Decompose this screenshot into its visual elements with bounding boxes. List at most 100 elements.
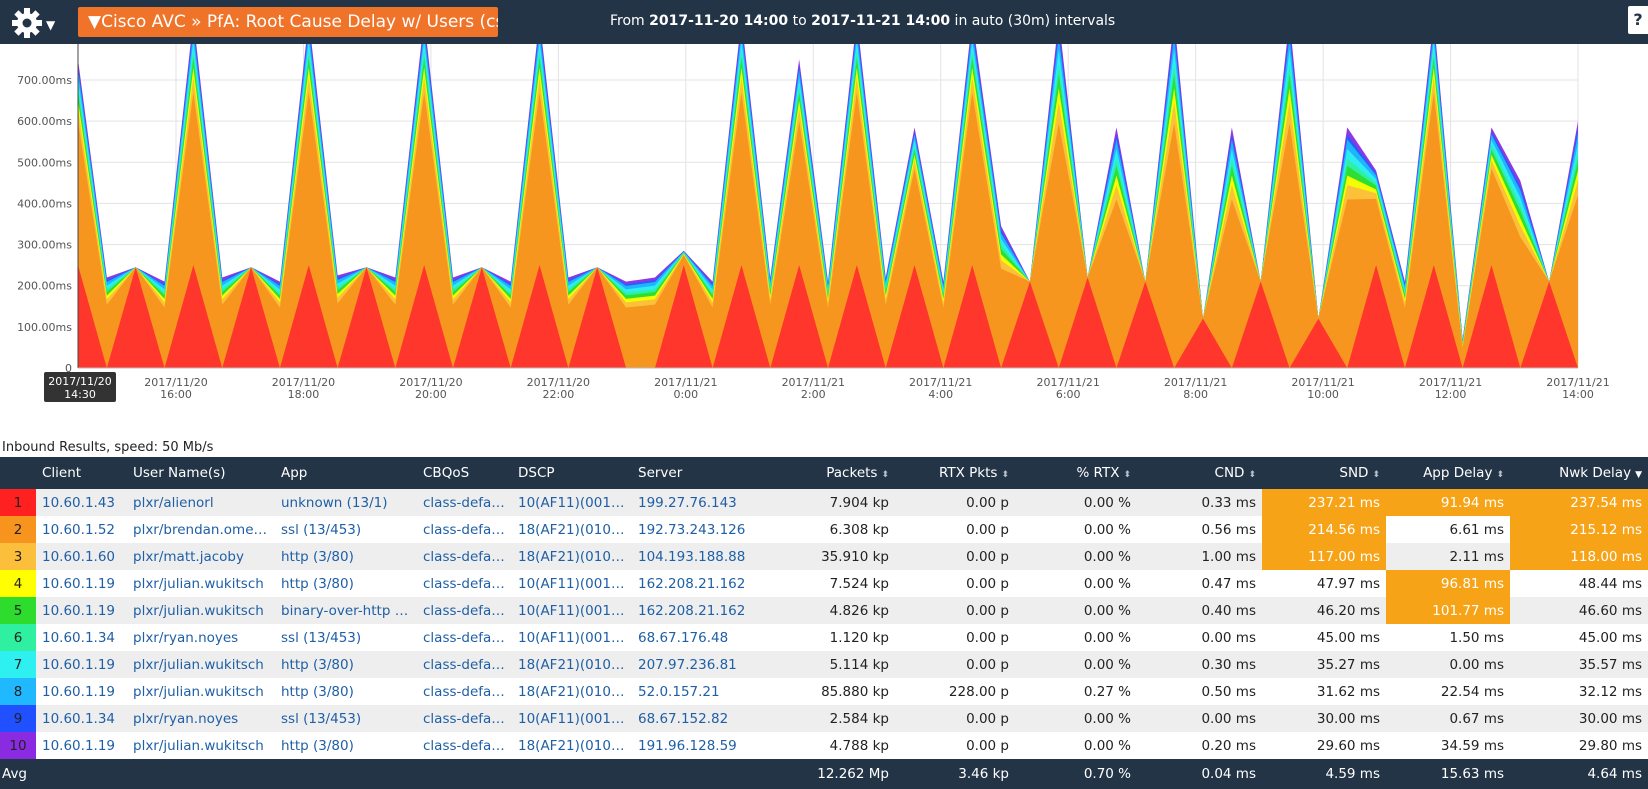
table-row[interactable]: 6 10.60.1.34 plxr/ryan.noyes ssl (13/453) cl… xyxy=(0,624,1648,651)
cell-user[interactable]: plxr/julian.wukitsch xyxy=(127,678,275,705)
cell-user[interactable]: plxr/julian.wukitsch xyxy=(127,597,275,624)
cell-dscp[interactable]: 18(AF21)(01001... xyxy=(512,678,632,705)
cell-user[interactable]: plxr/julian.wukitsch xyxy=(127,732,275,759)
cell-cbqos[interactable]: class-default xyxy=(417,705,512,732)
sort-icon[interactable]: ⬍ xyxy=(881,470,889,480)
cell-client[interactable]: 10.60.1.43 xyxy=(36,489,127,516)
cell-cbqos[interactable]: class-default xyxy=(417,651,512,678)
cell-app[interactable]: binary-over-http (1... xyxy=(275,597,417,624)
cell-client[interactable]: 10.60.1.19 xyxy=(36,678,127,705)
column-header-cbqos[interactable]: CBQoS xyxy=(417,457,512,489)
cell-dscp[interactable]: 10(AF11)(00101... xyxy=(512,705,632,732)
cell-user[interactable]: plxr/julian.wukitsch xyxy=(127,570,275,597)
sort-icon[interactable]: ⬍ xyxy=(1248,470,1256,480)
table-row[interactable]: 10 10.60.1.19 plxr/julian.wukitsch http (3/… xyxy=(0,732,1648,759)
avg-packets: 12.262 Mp xyxy=(782,759,895,789)
cell-server[interactable]: 68.67.152.82 xyxy=(632,705,782,732)
cell-client[interactable]: 10.60.1.34 xyxy=(36,624,127,651)
sort-icon[interactable]: ▼ xyxy=(1635,470,1642,480)
table-row[interactable]: 1 10.60.1.43 plxr/alienorl unknown (13/1) cl… xyxy=(0,489,1648,516)
table-row[interactable]: 8 10.60.1.19 plxr/julian.wukitsch http (3/8… xyxy=(0,678,1648,705)
cell-dscp[interactable]: 10(AF11)(00101... xyxy=(512,489,632,516)
column-header-nwkd[interactable]: Nwk Delay ▼ xyxy=(1510,457,1648,489)
table-row[interactable]: 5 10.60.1.19 plxr/julian.wukitsch binary-ov… xyxy=(0,597,1648,624)
table-row[interactable]: 4 10.60.1.19 plxr/julian.wukitsch http (3/8… xyxy=(0,570,1648,597)
cell-app[interactable]: ssl (13/453) xyxy=(275,624,417,651)
column-header-client[interactable]: Client xyxy=(36,457,127,489)
cell-app[interactable]: unknown (13/1) xyxy=(275,489,417,516)
cell-dscp[interactable]: 18(AF21)(01001... xyxy=(512,516,632,543)
cell-snd: 45.00 ms xyxy=(1262,624,1386,651)
column-header-snd[interactable]: SND ⬍ xyxy=(1262,457,1386,489)
cell-app[interactable]: http (3/80) xyxy=(275,570,417,597)
cell-cbqos[interactable]: class-default xyxy=(417,678,512,705)
cell-server[interactable]: 52.0.157.21 xyxy=(632,678,782,705)
cell-server[interactable]: 192.73.243.126 xyxy=(632,516,782,543)
cell-server[interactable]: 68.67.176.48 xyxy=(632,624,782,651)
cell-cbqos[interactable]: class-default xyxy=(417,570,512,597)
cell-dscp[interactable]: 10(AF11)(00101... xyxy=(512,570,632,597)
sort-icon[interactable]: ⬍ xyxy=(1372,470,1380,480)
column-header-server[interactable]: Server xyxy=(632,457,782,489)
cell-prtx: 0.00 % xyxy=(1015,489,1137,516)
cell-snd: 31.62 ms xyxy=(1262,678,1386,705)
cell-cbqos[interactable]: class-default xyxy=(417,543,512,570)
x-tick-date: 2017/11/21 xyxy=(909,376,972,389)
cell-server[interactable]: 191.96.128.59 xyxy=(632,732,782,759)
cell-dscp[interactable]: 18(AF21)(01001... xyxy=(512,543,632,570)
cell-cbqos[interactable]: class-default xyxy=(417,597,512,624)
column-header-appd[interactable]: App Delay ⬍ xyxy=(1386,457,1510,489)
cell-app[interactable]: ssl (13/453) xyxy=(275,705,417,732)
cell-client[interactable]: 10.60.1.19 xyxy=(36,651,127,678)
cell-user[interactable]: plxr/ryan.noyes xyxy=(127,624,275,651)
cell-app[interactable]: http (3/80) xyxy=(275,732,417,759)
cell-cbqos[interactable]: class-default xyxy=(417,732,512,759)
report-title-button[interactable]: ▼Cisco AVC » PfA: Root Cause Delay w/ Us… xyxy=(78,7,498,37)
table-row[interactable]: 3 10.60.1.60 plxr/matt.jacoby http (3/80) cl… xyxy=(0,543,1648,570)
sort-icon[interactable]: ⬍ xyxy=(1001,470,1009,480)
cell-client[interactable]: 10.60.1.19 xyxy=(36,732,127,759)
cell-client[interactable]: 10.60.1.19 xyxy=(36,570,127,597)
cell-app[interactable]: http (3/80) xyxy=(275,651,417,678)
cell-app[interactable]: ssl (13/453) xyxy=(275,516,417,543)
cell-dscp[interactable]: 10(AF11)(00101... xyxy=(512,597,632,624)
cell-user[interactable]: plxr/alienorl xyxy=(127,489,275,516)
stacked-area-chart[interactable]: 0 100.00ms 200.00ms 300.00ms 400.00ms 500.00m… xyxy=(0,44,1648,404)
cell-user[interactable]: plxr/ryan.noyes xyxy=(127,705,275,732)
cell-server[interactable]: 162.208.21.162 xyxy=(632,570,782,597)
sort-icon[interactable]: ⬍ xyxy=(1123,470,1131,480)
cell-cbqos[interactable]: class-default xyxy=(417,516,512,543)
help-button[interactable]: ? xyxy=(1628,6,1648,34)
cell-server[interactable]: 162.208.21.162 xyxy=(632,597,782,624)
column-header-user[interactable]: User Name(s) xyxy=(127,457,275,489)
column-header-dscp[interactable]: DSCP xyxy=(512,457,632,489)
cell-nwkd: 30.00 ms xyxy=(1510,705,1648,732)
table-row[interactable]: 2 10.60.1.52 plxr/brendan.omeag... ssl (13/… xyxy=(0,516,1648,543)
cell-dscp[interactable]: 18(AF21)(01001... xyxy=(512,651,632,678)
cell-dscp[interactable]: 10(AF11)(00101... xyxy=(512,624,632,651)
cell-app[interactable]: http (3/80) xyxy=(275,678,417,705)
cell-user[interactable]: plxr/brendan.omeag... xyxy=(127,516,275,543)
cell-client[interactable]: 10.60.1.60 xyxy=(36,543,127,570)
table-row[interactable]: 7 10.60.1.19 plxr/julian.wukitsch http (3/8… xyxy=(0,651,1648,678)
cell-server[interactable]: 207.97.236.81 xyxy=(632,651,782,678)
cell-dscp[interactable]: 18(AF21)(01001... xyxy=(512,732,632,759)
cell-server[interactable]: 199.27.76.143 xyxy=(632,489,782,516)
sort-icon[interactable]: ⬍ xyxy=(1496,470,1504,480)
gear-menu-button[interactable]: ▼ xyxy=(8,4,60,40)
table-row[interactable]: 9 10.60.1.34 plxr/ryan.noyes ssl (13/453) cl… xyxy=(0,705,1648,732)
column-header-cnd[interactable]: CND ⬍ xyxy=(1137,457,1262,489)
column-header-app[interactable]: App xyxy=(275,457,417,489)
cell-cbqos[interactable]: class-default xyxy=(417,489,512,516)
cell-client[interactable]: 10.60.1.34 xyxy=(36,705,127,732)
cell-user[interactable]: plxr/julian.wukitsch xyxy=(127,651,275,678)
column-header-packets[interactable]: Packets ⬍ xyxy=(782,457,895,489)
column-header-rtx[interactable]: RTX Pkts ⬍ xyxy=(895,457,1015,489)
cell-client[interactable]: 10.60.1.52 xyxy=(36,516,127,543)
cell-client[interactable]: 10.60.1.19 xyxy=(36,597,127,624)
cell-app[interactable]: http (3/80) xyxy=(275,543,417,570)
cell-server[interactable]: 104.193.188.88 xyxy=(632,543,782,570)
column-header-prtx[interactable]: % RTX ⬍ xyxy=(1015,457,1137,489)
cell-user[interactable]: plxr/matt.jacoby xyxy=(127,543,275,570)
cell-cbqos[interactable]: class-default xyxy=(417,624,512,651)
